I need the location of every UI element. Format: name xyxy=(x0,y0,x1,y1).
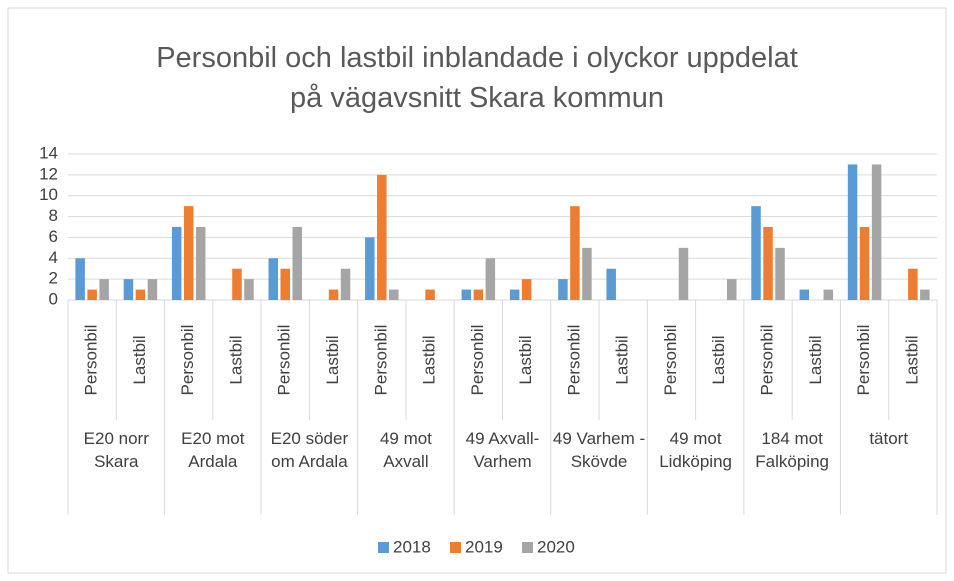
bar xyxy=(871,164,882,300)
bar xyxy=(908,268,918,300)
bar xyxy=(473,289,484,300)
bar xyxy=(147,279,158,300)
bar xyxy=(75,258,85,300)
bar xyxy=(582,247,592,300)
bar xyxy=(558,279,568,300)
bar xyxy=(135,289,146,300)
group-label: E20 norr Skara xyxy=(83,429,149,471)
bar xyxy=(280,268,290,300)
bar xyxy=(244,279,254,300)
bar xyxy=(365,237,375,300)
bar xyxy=(847,164,858,300)
bar xyxy=(87,289,97,300)
chart-border xyxy=(7,7,947,574)
y-tick-label: 14 xyxy=(39,143,58,162)
group-label: E20 mot Ardala xyxy=(181,429,245,471)
x-tick-label: Lastbil xyxy=(902,335,921,384)
group-label: E20 söder om Ardala xyxy=(270,429,349,471)
x-tick-label: Lastbil xyxy=(806,335,825,384)
bar xyxy=(99,279,109,300)
group-label: 49 mot Lidköping xyxy=(659,429,732,471)
bar xyxy=(509,289,520,300)
bar xyxy=(799,289,810,300)
group-label: tätort xyxy=(869,429,909,448)
y-tick-label: 6 xyxy=(49,227,58,246)
bar xyxy=(521,279,532,300)
legend-label: 2020 xyxy=(537,537,575,556)
bar xyxy=(775,247,785,300)
legend-swatch xyxy=(522,542,533,553)
x-tick-label: Personbil xyxy=(178,325,197,396)
y-tick-label: 8 xyxy=(49,206,58,225)
bar xyxy=(232,268,242,300)
bar xyxy=(461,289,472,300)
x-tick-label: Personbil xyxy=(468,325,487,396)
y-tick-label: 10 xyxy=(39,185,58,204)
x-tick-label: Lastbil xyxy=(516,335,535,384)
legend-swatch xyxy=(378,542,389,553)
bar xyxy=(763,227,773,300)
group-label: 49 Varhem - Skövde xyxy=(552,429,646,471)
x-tick-label: Personbil xyxy=(564,325,583,396)
group-label: 49 Axvall-Varhem xyxy=(465,429,540,471)
bar xyxy=(823,289,834,300)
legend-label: 2018 xyxy=(393,537,431,556)
x-tick-label: Personbil xyxy=(661,325,680,396)
legend-swatch xyxy=(450,542,461,553)
bar xyxy=(859,227,870,300)
x-tick-label: Lastbil xyxy=(420,335,439,384)
bar xyxy=(678,247,689,300)
bar xyxy=(292,227,302,300)
bar xyxy=(425,289,435,300)
bar xyxy=(606,268,616,300)
x-tick-label: Personbil xyxy=(371,325,390,396)
x-tick-label: Lastbil xyxy=(226,335,245,384)
bar xyxy=(727,279,737,300)
bar xyxy=(751,206,761,300)
x-tick-label: Personbil xyxy=(82,325,101,396)
x-tick-label: Lastbil xyxy=(323,335,342,384)
group-label: 49 mot Axvall xyxy=(379,429,432,471)
x-tick-label: Lastbil xyxy=(130,335,149,384)
bar xyxy=(389,289,399,300)
bar xyxy=(377,174,387,300)
x-tick-label: Personbil xyxy=(758,325,777,396)
bar xyxy=(485,258,496,300)
x-tick-label: Personbil xyxy=(854,325,873,396)
y-tick-label: 2 xyxy=(49,269,58,288)
bar xyxy=(195,227,206,300)
y-tick-label: 4 xyxy=(49,248,58,267)
x-tick-label: Lastbil xyxy=(613,335,632,384)
legend-label: 2019 xyxy=(465,537,503,556)
y-tick-label: 12 xyxy=(39,164,58,183)
y-tick-label: 0 xyxy=(49,289,58,308)
x-tick-label: Lastbil xyxy=(709,335,728,384)
bar xyxy=(570,206,580,300)
bar xyxy=(268,258,278,300)
bar xyxy=(183,206,194,300)
bar xyxy=(920,289,930,300)
bar xyxy=(171,227,182,300)
group-label: 184 mot Falköping xyxy=(755,429,829,471)
chart-title: Personbil och lastbil inblandade i olyck… xyxy=(156,42,798,114)
x-tick-label: Personbil xyxy=(275,325,294,396)
bar xyxy=(123,279,134,300)
bar xyxy=(340,268,351,300)
bar xyxy=(328,289,339,300)
